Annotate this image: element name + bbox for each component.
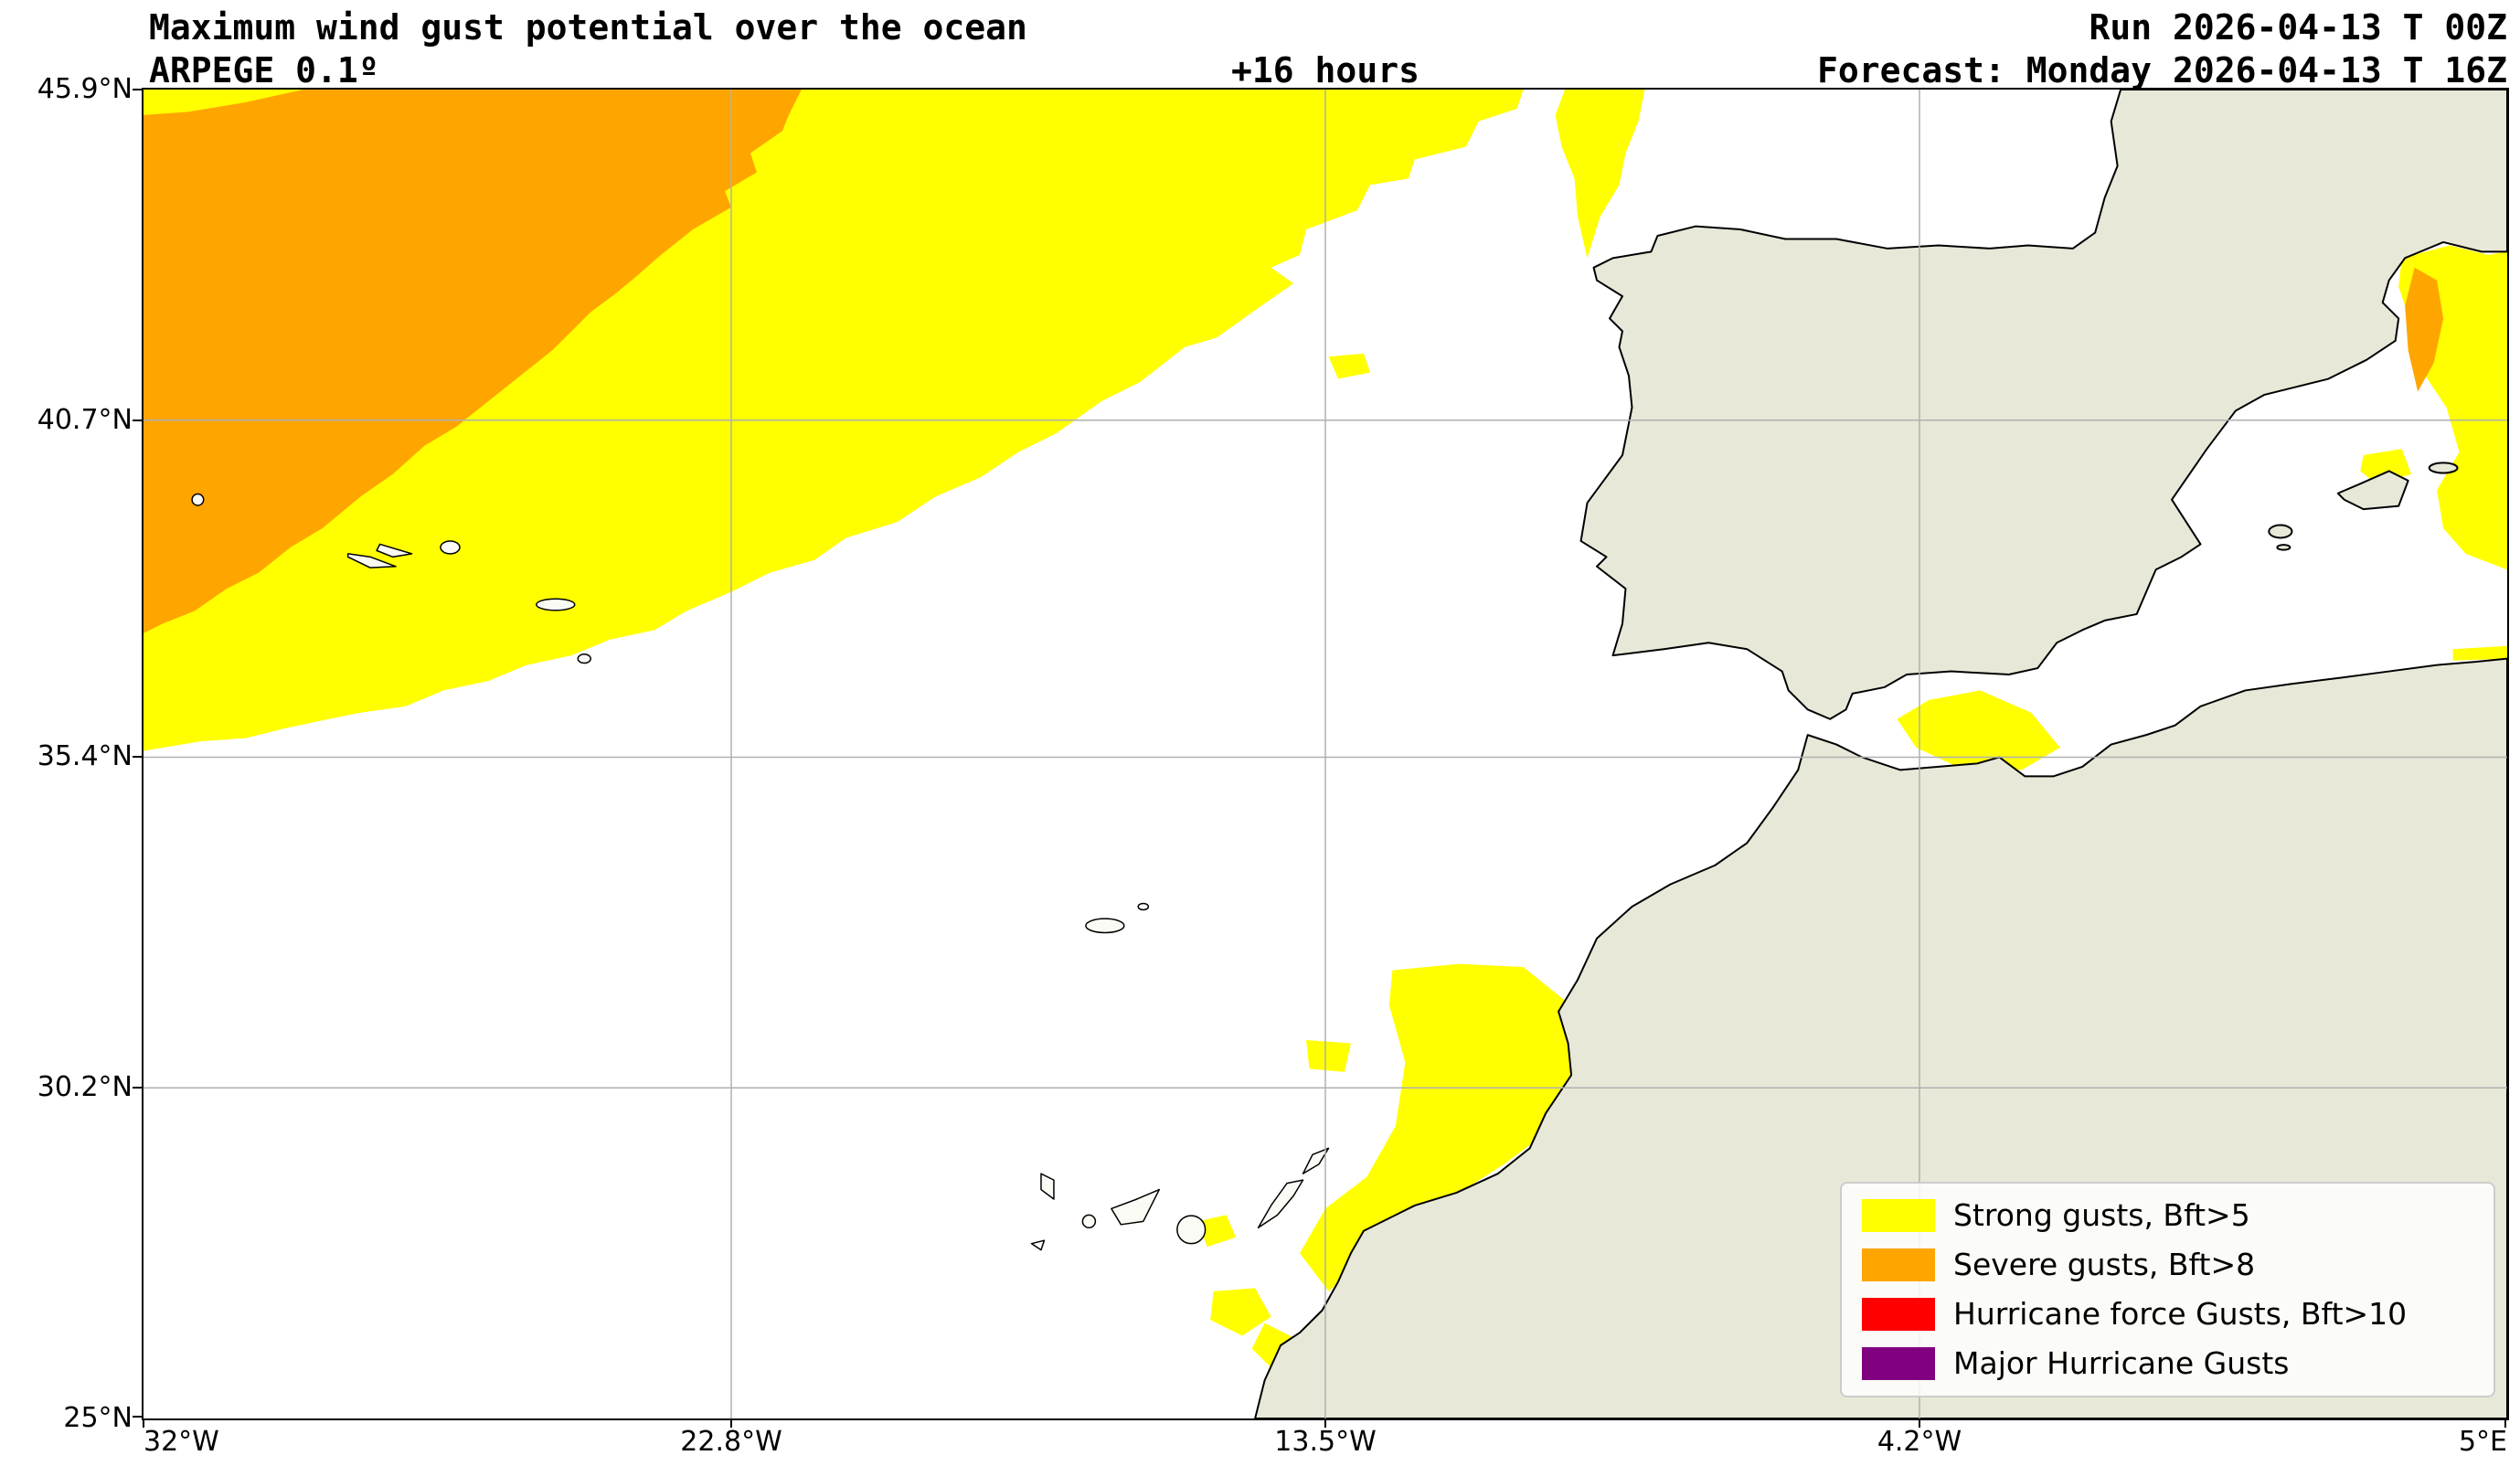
strong-gusts-offshore-blob (1306, 1040, 1351, 1072)
legend-swatch-severe (1862, 1248, 1935, 1281)
legend-swatch-strong (1862, 1199, 1935, 1232)
severe-gusts-regions (144, 90, 2444, 633)
x-tick-label-22-8w: 22.8°W (680, 1426, 782, 1458)
strong-gusts-small-blob (1328, 353, 1370, 379)
legend-swatch-major-hurricane (1862, 1347, 1935, 1380)
y-tick-label-35-4n: 35.4°N (37, 740, 133, 772)
strong-gusts-south-patch-a (1210, 1288, 1271, 1336)
island-tenerife (1111, 1190, 1159, 1225)
legend-item-hurricane-gusts: Hurricane force Gusts, Bft>10 (1842, 1296, 2493, 1333)
legend-item-severe-gusts: Severe gusts, Bft>8 (1842, 1247, 2493, 1283)
y-tick-label-25n: 25°N (63, 1402, 133, 1434)
x-tick-label-32w: 32°W (144, 1426, 219, 1458)
island-terceira (441, 541, 460, 554)
island-la-palma (1041, 1174, 1054, 1199)
run-label: Run 2026-04-13 T 00Z (2089, 7, 2507, 48)
legend-item-major-hurricane-gusts: Major Hurricane Gusts (1842, 1345, 2493, 1382)
strong-gusts-canary-patch (1197, 1215, 1237, 1248)
axis-tick (730, 1418, 732, 1428)
axis-tick (143, 1418, 144, 1428)
legend-label-hurricane: Hurricane force Gusts, Bft>10 (1953, 1296, 2408, 1332)
axis-tick (133, 756, 142, 758)
x-tick-label-5e: 5°E (2458, 1426, 2507, 1458)
legend: Strong gusts, Bft>5 Severe gusts, Bft>8 … (1840, 1182, 2495, 1397)
strong-gusts-alboran-sea (1897, 690, 2060, 770)
island-sao-miguel (537, 599, 575, 611)
island-mallorca (2338, 471, 2408, 509)
land-iberia-france (1581, 90, 2507, 719)
legend-label-severe: Severe gusts, Bft>8 (1953, 1247, 2256, 1282)
island-la-gomera (1082, 1215, 1095, 1227)
forecast-label: Forecast: Monday 2026-04-13 T 16Z (1817, 50, 2507, 90)
island-fuerteventura (1259, 1180, 1303, 1227)
island-el-hierro (1031, 1240, 1044, 1249)
strong-gusts-algeria-sliver (2452, 645, 2507, 661)
severe-gusts-northwest-atlantic (144, 90, 802, 633)
atlantic-islands (192, 494, 1328, 1249)
wind-gust-map (144, 90, 2507, 1418)
legend-swatch-hurricane (1862, 1298, 1935, 1331)
model-label: ARPEGE 0.1º (149, 50, 379, 90)
island-flores (192, 494, 204, 505)
legend-label-strong: Strong gusts, Bft>5 (1953, 1197, 2250, 1233)
axis-tick (1919, 1418, 1920, 1428)
axis-tick (1324, 1418, 1326, 1428)
page-title: Maximum wind gust potential over the oce… (149, 7, 1027, 48)
axis-tick (2504, 1418, 2506, 1428)
axis-tick (133, 420, 142, 421)
island-sao-jorge (377, 544, 411, 557)
strong-gusts-galicia-strip (1555, 90, 1645, 259)
strong-gusts-morocco-coast (1300, 963, 1588, 1291)
island-lanzarote (1303, 1148, 1329, 1174)
axis-tick (133, 1416, 142, 1418)
legend-item-strong-gusts: Strong gusts, Bft>5 (1842, 1197, 2493, 1234)
lead-time-label: +16 hours (1231, 50, 1419, 90)
island-madeira (1086, 919, 1124, 932)
axis-tick (133, 89, 142, 90)
island-menorca (2430, 462, 2458, 473)
y-tick-label-30-2n: 30.2°N (37, 1071, 133, 1103)
island-santa-maria (578, 654, 590, 664)
island-formentera (2277, 545, 2290, 550)
y-tick-label-45-9n: 45.9°N (37, 73, 133, 105)
island-pico-faial (348, 554, 396, 568)
island-porto-santo (1138, 903, 1148, 909)
island-gran-canaria (1177, 1216, 1206, 1244)
x-tick-label-13-5w: 13.5°W (1274, 1426, 1377, 1458)
axis-tick (133, 1087, 142, 1089)
legend-label-major-hurricane: Major Hurricane Gusts (1953, 1345, 2290, 1381)
severe-gusts-gulf-of-lion (2405, 267, 2444, 392)
island-ibiza (2269, 526, 2291, 538)
x-tick-label-4-2w: 4.2°W (1877, 1426, 1962, 1458)
map-plot-area: Strong gusts, Bft>5 Severe gusts, Bft>8 … (142, 88, 2509, 1420)
y-tick-label-40-7n: 40.7°N (37, 404, 133, 436)
